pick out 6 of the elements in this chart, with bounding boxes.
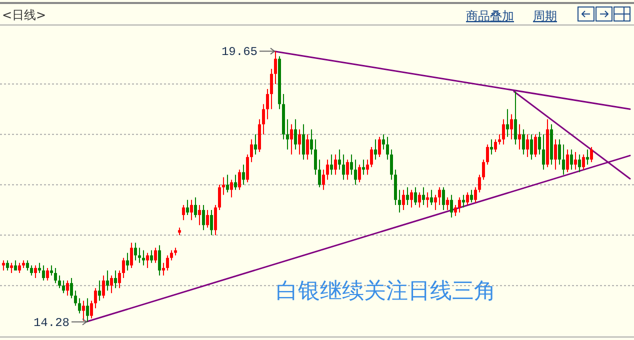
annotation: 白银继续关注日线三角 [276, 279, 496, 304]
annotation: 14.28 [33, 316, 70, 330]
text: 商品叠加 [466, 9, 514, 23]
annotation: 19.65 [221, 45, 258, 60]
text: 周期 [533, 9, 557, 23]
chart-title: <日线> [2, 8, 46, 22]
